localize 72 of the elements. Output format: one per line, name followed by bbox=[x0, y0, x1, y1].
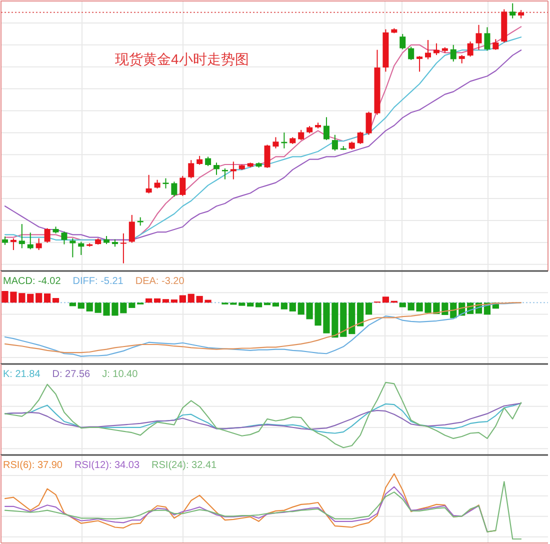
bar bbox=[69, 302, 76, 306]
candlestick bbox=[230, 161, 236, 180]
candlestick bbox=[205, 156, 212, 167]
candlestick bbox=[222, 168, 228, 180]
bar bbox=[52, 298, 60, 303]
candlestick bbox=[332, 134, 338, 152]
candlestick bbox=[264, 144, 270, 168]
candlestick bbox=[146, 174, 152, 194]
bar bbox=[365, 302, 372, 315]
candlestick bbox=[180, 175, 186, 196]
text: RSI(12): 34.03 bbox=[74, 460, 140, 471]
bar bbox=[128, 302, 136, 308]
bar bbox=[179, 295, 186, 303]
bar bbox=[247, 302, 254, 307]
text: J: 10.40 bbox=[102, 369, 138, 380]
candlestick bbox=[467, 41, 474, 58]
bar bbox=[264, 302, 271, 306]
text: D: 27.56 bbox=[52, 369, 91, 380]
bar bbox=[399, 302, 406, 308]
text: DIFF: -5.21 bbox=[72, 276, 124, 287]
bar bbox=[280, 302, 288, 310]
candlestick bbox=[18, 224, 25, 249]
text: RSI(6): 37.90 bbox=[3, 460, 63, 471]
text: 现货黄金4小时走势图 bbox=[115, 51, 249, 67]
candlestick bbox=[476, 24, 482, 50]
bar bbox=[162, 299, 170, 303]
bar bbox=[357, 302, 364, 326]
bar bbox=[382, 296, 389, 303]
bar bbox=[86, 302, 93, 312]
bar bbox=[78, 302, 84, 309]
bar bbox=[36, 293, 42, 303]
candlestick bbox=[484, 26, 490, 52]
bar bbox=[348, 302, 356, 334]
bar bbox=[272, 302, 280, 307]
bar bbox=[298, 302, 304, 315]
candlestick bbox=[450, 44, 456, 62]
candlestick bbox=[357, 131, 364, 144]
text: DEA: -3.20 bbox=[135, 276, 185, 287]
series-label: MACD: -4.02 bbox=[3, 276, 62, 287]
bar bbox=[289, 302, 296, 312]
candlestick bbox=[70, 238, 76, 258]
bar bbox=[154, 298, 161, 303]
candlestick bbox=[408, 46, 414, 60]
bar bbox=[27, 294, 34, 303]
bar bbox=[340, 302, 347, 337]
candlestick bbox=[10, 238, 16, 251]
bar bbox=[146, 298, 152, 303]
candlestick bbox=[366, 111, 372, 136]
candlestick bbox=[298, 129, 304, 141]
bar bbox=[188, 294, 194, 303]
candlestick bbox=[425, 39, 431, 60]
text: RSI(24): 32.41 bbox=[152, 460, 218, 471]
candlestick bbox=[36, 238, 42, 251]
candlestick bbox=[214, 162, 220, 176]
candlestick bbox=[128, 214, 135, 244]
text: K: 21.84 bbox=[3, 369, 41, 380]
candlestick bbox=[510, 2, 516, 19]
candlestick bbox=[171, 181, 178, 198]
candlestick bbox=[61, 231, 68, 245]
candlestick bbox=[272, 136, 279, 149]
candlestick bbox=[416, 56, 423, 72]
candlestick bbox=[492, 38, 499, 50]
bar bbox=[44, 293, 51, 303]
candlestick bbox=[323, 116, 330, 141]
candlestick bbox=[120, 232, 126, 264]
candlestick bbox=[188, 160, 194, 179]
candlestick bbox=[400, 33, 406, 50]
candlestick bbox=[44, 228, 50, 244]
bar bbox=[238, 302, 246, 306]
bar bbox=[170, 299, 178, 303]
bar bbox=[256, 302, 262, 308]
candlestick bbox=[162, 178, 169, 189]
